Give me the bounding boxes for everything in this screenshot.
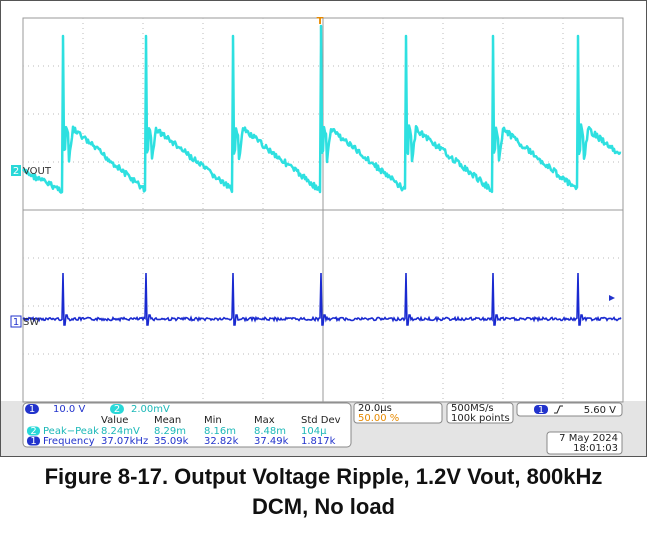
measurement-cell: 8.48m <box>254 426 286 437</box>
ch1-label: SW <box>23 317 39 328</box>
trigger-slope <box>554 405 563 414</box>
ch2-scale: 2.00mV <box>131 404 170 415</box>
trigger-level-arrow <box>609 295 615 301</box>
measurement-cell: Peak−Peak <box>43 426 99 437</box>
trigger-level: 5.60 V <box>584 405 616 416</box>
caption-text: Figure 8-17. Output Voltage Ripple, 1.2V… <box>44 464 603 519</box>
sw-trace <box>22 272 622 326</box>
measurement-cell: 8.16m <box>204 426 236 437</box>
measurement-channel: 1 <box>30 436 36 447</box>
measurement-header: Max <box>254 415 275 426</box>
timebase: 20.0µs <box>358 403 392 414</box>
trigger-channel: 1 <box>538 405 544 416</box>
ch1-number: 1 <box>29 404 35 415</box>
ch1-pill <box>25 404 39 414</box>
measurement-cell: 37.07kHz <box>101 436 148 447</box>
scope-screen: T 2 VOUT 1 SW 1 10.0 V 2 2.00mV Value Mea… <box>1 16 646 456</box>
measurement-pill <box>27 436 40 446</box>
ch2-label: VOUT <box>23 166 52 177</box>
trigger-pill <box>534 405 548 414</box>
record-length: 100k points <box>451 413 510 424</box>
sample-rate: 500MS/s <box>451 403 494 414</box>
measurement-cell: 35.09k <box>154 436 189 447</box>
trigger-position: 50.00 % <box>358 413 399 424</box>
date: 7 May 2024 <box>559 433 618 444</box>
ch2-badge <box>11 165 21 176</box>
measurement-pill <box>27 426 40 436</box>
vout-trace <box>21 24 622 194</box>
measurement-channel: 2 <box>30 426 36 437</box>
measurement-header: Mean <box>154 415 181 426</box>
trigger-marker: T <box>317 16 324 27</box>
time: 18:01:03 <box>573 443 618 454</box>
ch1-scale: 10.0 V <box>53 404 85 415</box>
measurement-cell: 104µ <box>301 426 327 437</box>
scope-frame: T 2 VOUT 1 SW 1 10.0 V 2 2.00mV Value Mea… <box>0 0 647 457</box>
measurement-cell: 32.82k <box>204 436 239 447</box>
ch1-badge <box>10 315 22 328</box>
timebase-box <box>353 402 443 424</box>
caption: Figure 8-17. Output Voltage Ripple, 1.2V… <box>0 462 647 522</box>
ch2-number: 2 <box>114 404 120 415</box>
ch2-number: 2 <box>13 166 19 177</box>
measurement-header: Value <box>101 415 128 426</box>
measurement-cell: Frequency <box>43 436 95 447</box>
measurement-cell: 8.29m <box>154 426 186 437</box>
measurement-cell: 8.24mV <box>101 426 140 437</box>
channel-row <box>25 404 349 414</box>
ch1-number: 1 <box>13 317 19 328</box>
measurement-cell: 37.49k <box>254 436 289 447</box>
acquisition-box <box>446 402 514 424</box>
datetime-box <box>546 431 623 455</box>
measurement-header: Min <box>204 415 222 426</box>
ch2-pill <box>110 404 124 414</box>
measurement-header: Std Dev <box>301 415 341 426</box>
measurement-cell: 1.817k <box>301 436 336 447</box>
